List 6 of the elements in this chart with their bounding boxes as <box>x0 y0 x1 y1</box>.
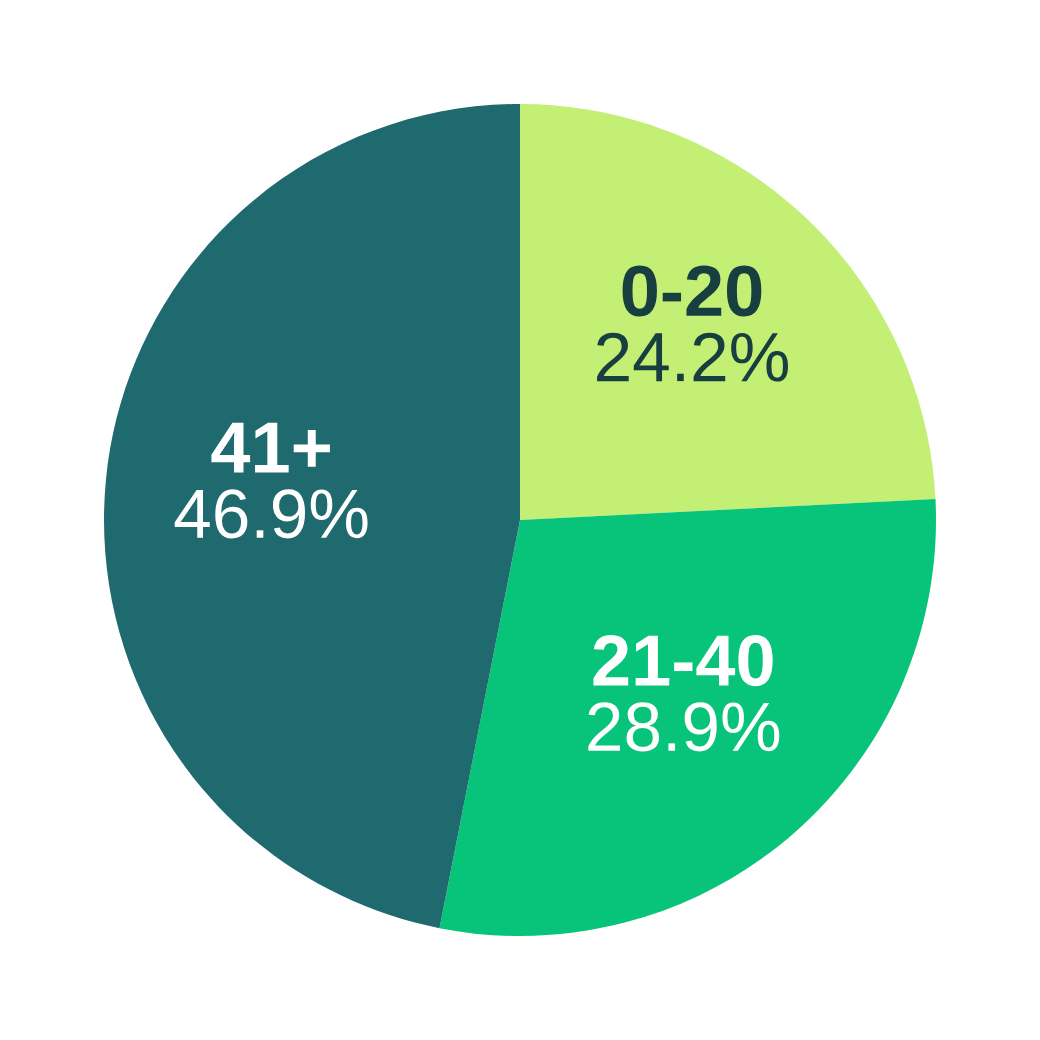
slice-label: 41+ <box>211 422 330 473</box>
data-label: 24.2% <box>597 332 788 382</box>
slice-label: 21-40 <box>593 635 773 687</box>
slice-label: 0-20 <box>622 265 762 317</box>
data-label: 46.9% <box>174 489 368 539</box>
data-label: 28.9% <box>588 702 780 752</box>
